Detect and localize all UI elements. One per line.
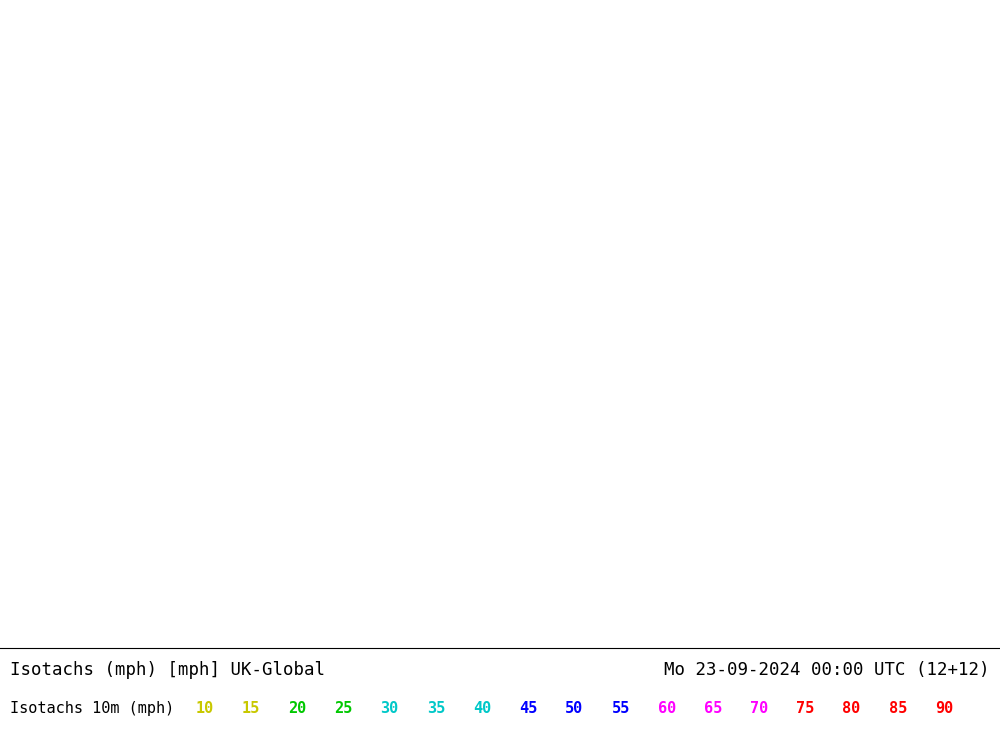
Text: 20: 20: [288, 701, 306, 716]
Text: Isotachs (mph) [mph] UK-Global: Isotachs (mph) [mph] UK-Global: [10, 660, 325, 679]
Text: 70: 70: [750, 701, 768, 716]
Text: 60: 60: [658, 701, 676, 716]
Text: 90: 90: [935, 701, 953, 716]
Polygon shape: [80, 32, 944, 561]
Text: 80: 80: [842, 701, 861, 716]
Text: 40: 40: [473, 701, 491, 716]
Text: Isotachs 10m (mph): Isotachs 10m (mph): [10, 701, 174, 716]
Text: 30: 30: [381, 701, 399, 716]
Text: Mo 23-09-2024 00:00 UTC (12+12): Mo 23-09-2024 00:00 UTC (12+12): [664, 660, 990, 679]
Text: 55: 55: [611, 701, 630, 716]
Text: 65: 65: [704, 701, 722, 716]
Text: 85: 85: [889, 701, 907, 716]
Text: 45: 45: [519, 701, 537, 716]
Text: 10: 10: [196, 701, 214, 716]
Text: 35: 35: [427, 701, 445, 716]
Text: 50: 50: [565, 701, 584, 716]
Text: 25: 25: [334, 701, 353, 716]
Text: 15: 15: [242, 701, 260, 716]
Text: 75: 75: [796, 701, 814, 716]
